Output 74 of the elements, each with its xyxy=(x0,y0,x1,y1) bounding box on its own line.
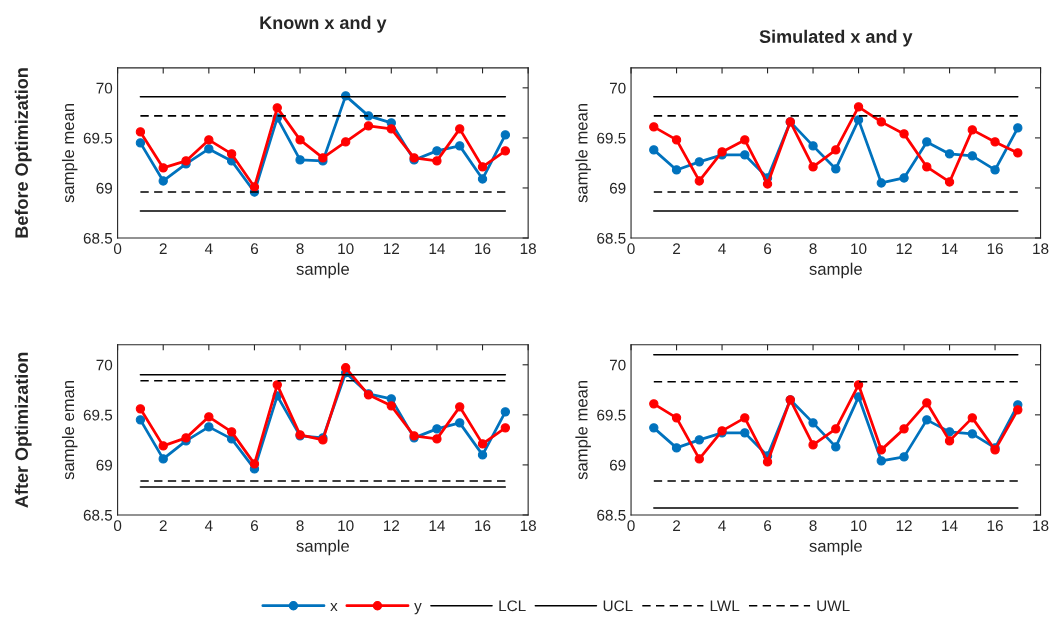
legend-label: UWL xyxy=(817,600,850,612)
x-tick-label: 14 xyxy=(429,520,445,531)
y-tick-label: 70 xyxy=(96,359,113,371)
x-tick-label: 0 xyxy=(113,243,122,255)
x-tick-label: 8 xyxy=(296,520,304,532)
x-tick-label: 12 xyxy=(383,520,400,531)
x-tick-label: 0 xyxy=(627,243,635,255)
x-tick-label: 18 xyxy=(520,243,536,255)
y-tick-label: 69 xyxy=(96,182,113,194)
chart-title: Known x and y xyxy=(260,15,387,33)
chart-title: Simulated x and y xyxy=(759,29,913,47)
x-tick-label: 12 xyxy=(383,243,400,254)
x-tick-label: 10 xyxy=(338,520,354,532)
x-tick-label: 10 xyxy=(851,520,867,532)
x-tick-label: 6 xyxy=(764,520,772,532)
x-tick-label: 16 xyxy=(987,243,1003,255)
text: Before Optimization xyxy=(14,68,32,238)
y-axis-title: sample eman xyxy=(61,380,78,480)
x-axis-title: sample xyxy=(809,539,862,556)
x-tick-label: 0 xyxy=(113,520,122,532)
x-tick-label: 18 xyxy=(520,520,536,532)
x-tick-label: 8 xyxy=(296,243,304,255)
y-tick-label: 69.5 xyxy=(83,132,113,144)
legend-label: x xyxy=(330,603,338,612)
x-tick-label: 14 xyxy=(429,243,445,254)
x-tick-label: 4 xyxy=(204,520,213,531)
legend-label: LWL xyxy=(710,600,740,612)
y-tick-label: 68.5 xyxy=(597,232,626,244)
x-tick-label: 16 xyxy=(987,520,1003,532)
y-tick-label: 70 xyxy=(96,82,113,94)
x-tick-label: 0 xyxy=(627,520,635,532)
x-tick-label: 16 xyxy=(475,243,491,255)
x-tick-label: 2 xyxy=(159,243,167,254)
x-tick-label: 10 xyxy=(338,243,354,255)
x-tick-label: 8 xyxy=(809,243,817,255)
y-tick-label: 69 xyxy=(609,182,626,194)
x-tick-label: 14 xyxy=(942,520,958,531)
x-tick-label: 12 xyxy=(896,520,912,531)
x-tick-label: 6 xyxy=(250,520,259,532)
y-tick-label: 69.5 xyxy=(83,409,113,421)
x-tick-label: 2 xyxy=(673,243,681,254)
x-tick-label: 2 xyxy=(673,520,681,531)
x-tick-label: 12 xyxy=(896,243,912,254)
x-tick-label: 10 xyxy=(851,243,867,255)
x-tick-label: 16 xyxy=(475,520,491,532)
y-tick-label: 68.5 xyxy=(83,232,113,244)
x-tick-label: 14 xyxy=(942,243,958,254)
y-tick-label: 69.5 xyxy=(597,132,626,144)
x-tick-label: 18 xyxy=(1033,520,1049,532)
legend-label: y xyxy=(414,603,422,615)
x-axis-title: sample xyxy=(296,262,349,279)
x-tick-label: 4 xyxy=(718,243,726,254)
y-tick-label: 69.5 xyxy=(597,409,626,421)
y-tick-label: 70 xyxy=(609,82,626,94)
legend-label: LCL xyxy=(499,600,526,612)
y-tick-label: 70 xyxy=(609,359,626,371)
text: After Optimization xyxy=(14,352,32,508)
x-tick-label: 4 xyxy=(718,520,726,531)
x-tick-label: 18 xyxy=(1033,243,1049,255)
y-tick-label: 68.5 xyxy=(597,509,626,521)
y-axis-title: sample mean xyxy=(575,380,591,480)
x-tick-label: 4 xyxy=(204,243,213,254)
x-axis-title: sample xyxy=(296,539,349,556)
x-axis-title: sample xyxy=(809,262,862,279)
y-axis-title: sample mean xyxy=(61,103,78,203)
y-tick-label: 69 xyxy=(96,459,113,471)
legend-label: UCL xyxy=(603,600,633,612)
x-tick-label: 6 xyxy=(250,243,259,255)
y-tick-label: 68.5 xyxy=(83,509,113,521)
y-tick-label: 69 xyxy=(609,459,626,471)
x-tick-label: 8 xyxy=(809,520,817,532)
x-tick-label: 2 xyxy=(159,520,167,531)
y-axis-title: sample mean xyxy=(575,103,591,203)
x-tick-label: 6 xyxy=(764,243,772,255)
